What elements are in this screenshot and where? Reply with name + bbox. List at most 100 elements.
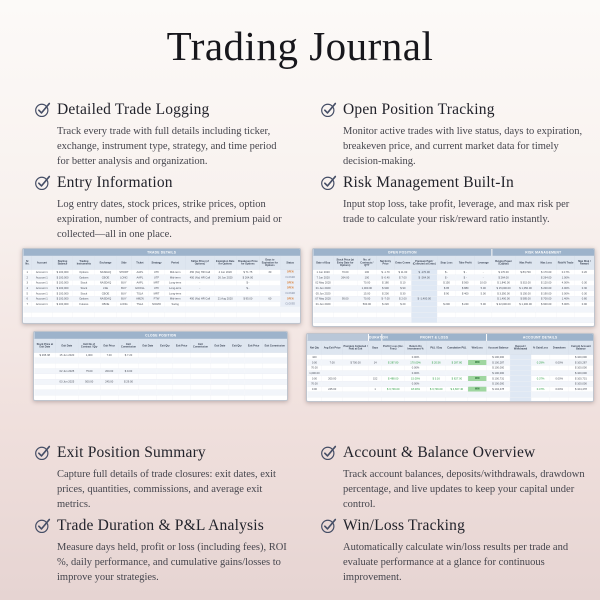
sheet-column-header: P&L / Day [426,340,447,355]
sheet-cell: $ 150.00 [515,290,537,297]
sheet-cell [549,397,569,401]
feature-title: Risk Management Built-In [343,173,514,191]
sheet-cell: 30 [259,269,281,276]
sheet-cell [313,306,334,313]
sheet-cell [467,391,487,398]
sheet-cell: $ 100,731 [486,375,511,382]
sheet-cell: LONG [116,301,132,308]
sheet-cell [342,370,369,377]
sheet-cell: $ 315.00 [515,280,537,286]
sheet-cell: $ 488.00 [381,375,405,382]
sheet-cell [244,379,263,385]
sheet-cell [172,363,191,369]
sheet-cell [474,317,493,324]
sheet-column-header: Buying Power (Capital) [491,255,516,270]
feature-entry-information: Entry Information Log entry dates, stock… [34,174,290,243]
sheet-cell [509,370,532,377]
sheet-cell [342,386,369,393]
sheet-cell: 0.29% [531,359,551,366]
features-top-section: Detailed Trade Logging Track every trade… [34,101,586,242]
sheet-cell: 0.37% [531,375,551,382]
sheet-cell: Options [72,296,96,302]
feature-risk-management: Risk Management Built-In Input stop loss… [320,174,586,243]
sheet-cell [164,312,186,318]
sheet-cell: 245.00 [321,386,343,393]
sheet-cell [172,352,191,359]
sheet-cell [52,312,74,318]
sheet-cell [138,395,158,400]
sheet-cell [156,384,174,391]
sheet-cell: Long-term [164,290,186,297]
sheet-column-header: Deposit / Withdrawal [509,340,532,355]
sheet-cell [210,389,230,396]
sheet-cell: 5.00 [474,290,493,297]
sheet-cell [394,317,412,324]
sheet-column-header: Starting Balance [52,255,74,270]
sheet-cell [94,306,117,313]
sheet-cell [535,312,557,318]
sheet-cell [381,354,405,361]
sheet-column-header: Strategy [148,255,166,270]
check-circle-icon [34,101,51,118]
sheet-cell: 7 [23,301,32,308]
sheet-cell: $ 264.00 [535,274,557,281]
sheet-cell [172,384,191,391]
sheet-cell: $ 100,000 [568,381,593,387]
sheet-column-header: Strike Price (of Options) [185,255,215,270]
sheet-cell: GOOGL [131,285,149,292]
sheet-cell [486,391,511,398]
sheet-column-header: Stock Price at Exit Date [34,338,56,353]
sheet-cell: 450 (No) HR Call [185,296,215,302]
spreadsheet-open-position-table: OPEN POSITION RISK MANAGEMENT Date of Buy S… [313,249,594,324]
sheet-cell [228,357,246,364]
sheet-table: OPEN POSITION RISK MANAGEMENT Date of Buy S… [313,249,594,324]
sheet-cell: 4 Jun 2020 [214,269,237,276]
sheet-row [23,317,300,323]
spreadsheet-trade-details-table: TRADE DETAILS Sr No. Account Starting Balan… [23,249,300,323]
feature-description: Input stop loss, take profit, leverage, … [343,198,570,225]
sheet-cell [78,357,101,364]
check-circle-icon [34,174,51,191]
sheet-cell [100,389,119,396]
sheet-cell: $ 100,000 [486,370,511,377]
sheet-cell [172,389,191,396]
sheet-cell [78,373,101,380]
sheet-cell: 1 Jun 2020 [313,269,334,276]
sheet-cell [515,317,537,324]
sheet-cell [100,395,119,400]
sheet-cell [280,317,300,323]
sheet-cell [259,312,281,318]
sheet-cell: $ 287.80 [445,359,469,366]
sheet-cell [342,397,369,401]
sheet-cell [509,375,532,382]
sheet-cell [190,352,212,359]
sheet-cell [214,280,237,286]
sheet-cell: $ 20 [394,301,412,308]
sheet-cell: 02 May 2020 [313,280,334,286]
sheet-cell: $ 100,000 [486,381,511,387]
sheet-cell: $ - [455,269,475,276]
sheet-cell [156,368,174,375]
sheet-column-header: Expiration Date for Options [214,255,237,270]
sheet-cell: $ 22,000.00 [491,301,516,308]
sheet-cell: SHORT [116,269,132,276]
feature-detailed-trade-logging: Detailed Trade Logging Track every trade… [34,101,290,170]
spreadsheet-duration-pnl-account: DURATION PROFIT & LOSS ACCOUNT DETAILS Net … [306,333,594,402]
sheet-cell: LONG [116,274,132,281]
sheet-row: 0.00 245.00 1 $ 3,746.00 18.00% $ 3,746.00 $ 4… [307,386,593,393]
sheet-column-header: Exit Price [172,338,191,353]
sheet-cell: 0.47% [531,386,551,393]
sheet-cell [100,373,119,380]
sheet-cell [467,370,487,377]
sheet-cell [426,397,447,401]
sheet-cell: $ 1,400.00 [491,296,516,302]
sheet-column-header: Exit Date [210,338,230,353]
sheet-cell: 14 [368,359,383,366]
spreadsheet-open-position: OPEN POSITION RISK MANAGEMENT Date of Buy S… [312,248,595,327]
sheet-section-header [307,334,369,341]
sheet-column-header: Exit Commission [262,338,287,353]
sheet-cell [228,379,246,385]
sheet-cell [228,368,246,375]
sheet-cell [259,317,281,323]
sheet-cell [31,306,53,313]
